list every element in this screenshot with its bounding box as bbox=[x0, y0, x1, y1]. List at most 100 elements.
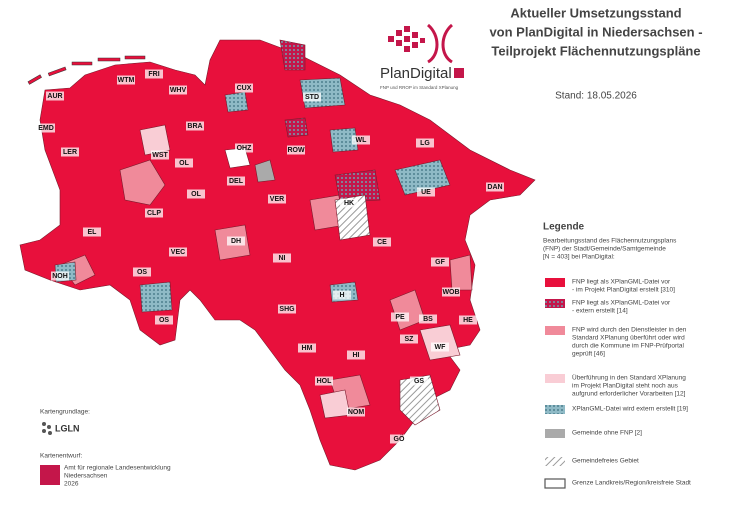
map-label: HOL bbox=[317, 378, 333, 385]
legend-swatch bbox=[545, 457, 565, 466]
map-label-box bbox=[390, 434, 408, 444]
logo-mark bbox=[388, 26, 425, 52]
lgln-logo bbox=[42, 422, 52, 435]
map-label-box bbox=[416, 138, 434, 148]
map-label-box bbox=[187, 189, 205, 199]
legend-label: aufgrund erforderlicher Vorarbeiten [12] bbox=[572, 391, 686, 398]
island bbox=[47, 66, 67, 77]
map-label-box bbox=[287, 145, 305, 155]
map-label: VER bbox=[270, 196, 284, 203]
map-label: GS bbox=[414, 378, 424, 385]
basis-org: LGLN bbox=[55, 423, 80, 433]
map-label-box bbox=[352, 135, 370, 145]
map-label: PE bbox=[395, 314, 405, 321]
legend-label: FNP liegt als XPlanGML-Datei vor bbox=[572, 279, 671, 286]
map-label: BRA bbox=[187, 123, 202, 130]
legend: Bearbeitungsstand des Flächennutzungspla… bbox=[543, 238, 691, 489]
map-label: HI bbox=[353, 352, 360, 359]
logo-dot bbox=[47, 425, 51, 429]
map-label: DEL bbox=[229, 178, 244, 185]
map-label: NI bbox=[279, 255, 286, 262]
map-label-box bbox=[227, 236, 245, 246]
title-line: von PlanDigital in Niedersachsen - bbox=[489, 24, 702, 39]
map-label-box bbox=[391, 312, 409, 322]
external-pending-area bbox=[139, 281, 173, 313]
map-label-box bbox=[431, 342, 449, 352]
map-label: GF bbox=[435, 259, 445, 266]
map-label-box bbox=[268, 194, 286, 204]
legend-swatch bbox=[545, 278, 565, 287]
legend-label: XPlanGML-Datei wird extern erstellt [19] bbox=[572, 406, 688, 413]
date: Stand: 18.05.2026 bbox=[555, 91, 637, 102]
map-label: EL bbox=[88, 229, 98, 236]
map-label: HK bbox=[344, 200, 354, 207]
external-pending-area bbox=[224, 91, 249, 113]
legend-swatch bbox=[545, 429, 565, 438]
map-label-box bbox=[235, 143, 253, 153]
map-label: OL bbox=[191, 191, 201, 198]
pink-area bbox=[119, 159, 166, 206]
map-label: VEC bbox=[171, 249, 185, 256]
map-label: LG bbox=[420, 140, 430, 147]
map-label: OS bbox=[137, 269, 147, 276]
legend-intro: [N = 403] bei PlanDigital: bbox=[543, 254, 615, 261]
map-label-box bbox=[340, 198, 358, 208]
map-label: SHG bbox=[279, 306, 295, 313]
legend-intro: (FNP) der Stadt/Gemeinde/Samtgemeinde bbox=[543, 246, 666, 253]
external-pending-area bbox=[394, 159, 451, 196]
basis-label: Kartengrundlage: bbox=[40, 409, 90, 416]
map-label-box bbox=[145, 69, 163, 79]
logo-square bbox=[404, 36, 410, 42]
map-label-box bbox=[278, 304, 296, 314]
island bbox=[27, 74, 42, 85]
design-line: Amt für regionale Landesentwicklung bbox=[64, 465, 171, 472]
map-label: AUR bbox=[47, 93, 62, 100]
map-label-box bbox=[186, 121, 204, 131]
map-label-box bbox=[61, 147, 79, 157]
map-label-box bbox=[51, 271, 69, 281]
map-label: WST bbox=[152, 152, 168, 159]
map-label-box bbox=[410, 376, 428, 386]
design-line: 2026 bbox=[64, 481, 79, 488]
title-line: Teilprojekt Flächennutzungspläne bbox=[491, 43, 700, 58]
map-label: BS bbox=[423, 316, 433, 323]
no-fnp-area bbox=[254, 159, 276, 183]
map-label: EMD bbox=[38, 125, 54, 132]
map-label: HE bbox=[463, 317, 473, 324]
design-line: Niedersachsen bbox=[64, 473, 108, 480]
map-label-box bbox=[315, 376, 333, 386]
logo-square bbox=[412, 42, 418, 48]
map-label-box bbox=[459, 315, 477, 325]
map-label: OHZ bbox=[237, 145, 253, 152]
state-emblem bbox=[40, 465, 60, 485]
map-label-box bbox=[169, 247, 187, 257]
map-label: HM bbox=[302, 345, 313, 352]
legend-swatch bbox=[545, 405, 565, 414]
logo-square bbox=[396, 40, 402, 46]
map-label: OL bbox=[179, 160, 189, 167]
map-label-box bbox=[373, 237, 391, 247]
legend-label: Grenze Landkreis/Region/kreisfreie Stadt bbox=[572, 480, 691, 487]
state-emblem bbox=[454, 68, 464, 78]
map-label-box bbox=[303, 92, 321, 102]
map-label-box bbox=[227, 176, 245, 186]
map-label-box bbox=[333, 290, 351, 300]
legend-label: FNP wird durch den Dienstleister in den bbox=[572, 327, 687, 334]
map-label-box bbox=[347, 350, 365, 360]
map-label: CUX bbox=[237, 85, 252, 92]
map-label-box bbox=[486, 182, 504, 192]
legend-label: im Projekt PlanDigital steht noch aus bbox=[572, 383, 679, 390]
legend-label: Gemeindefreies Gebiet bbox=[572, 458, 639, 465]
light-pink-area bbox=[139, 124, 171, 156]
title-line: Aktueller Umsetzungsstand bbox=[510, 5, 681, 20]
logo-square bbox=[412, 32, 418, 38]
islands bbox=[27, 55, 146, 85]
legend-label: - extern erstellt [14] bbox=[572, 308, 628, 315]
map-label-box bbox=[37, 123, 55, 133]
map-label-box bbox=[83, 227, 101, 237]
map-label: GÖ bbox=[394, 434, 405, 443]
logo-tagline: FNP und RROP im Standard XPlanung bbox=[380, 85, 459, 90]
map-label: H bbox=[339, 292, 344, 299]
map-label-box bbox=[46, 91, 64, 101]
